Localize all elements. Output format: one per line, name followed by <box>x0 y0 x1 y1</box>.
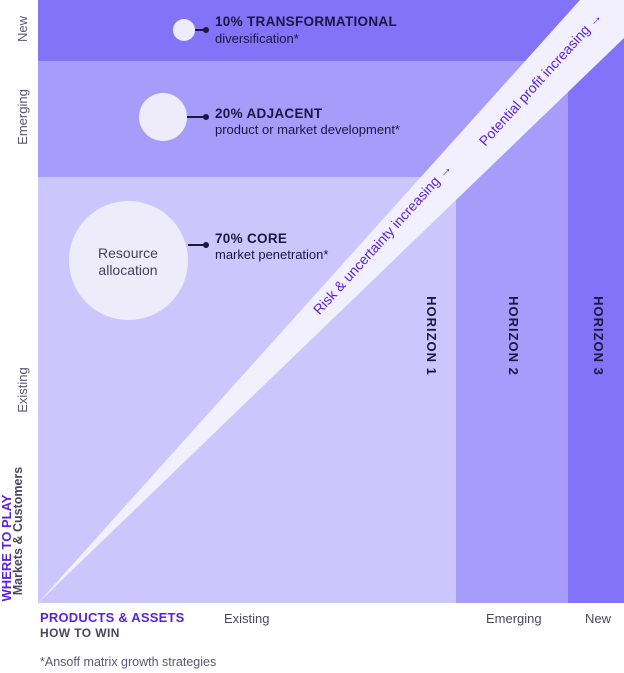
y-level-existing: Existing <box>15 367 30 413</box>
transformational-dot <box>203 27 209 33</box>
transformational-subtitle: diversification* <box>215 31 299 46</box>
transformational-connector <box>195 29 206 31</box>
beam-shape <box>38 0 624 603</box>
adjacent-title: 20% ADJACENT <box>215 106 323 121</box>
x-level-new: New <box>585 611 612 626</box>
x-axis-subtitle: HOW TO WIN <box>40 626 120 640</box>
adjacent-dot <box>203 114 209 120</box>
x-level-existing: Existing <box>224 611 270 626</box>
core-subtitle: market penetration* <box>215 247 329 262</box>
x-axis-title: PRODUCTS & ASSETS <box>40 610 185 625</box>
y-level-new: New <box>15 16 30 43</box>
y-level-emerging: Emerging <box>15 89 30 145</box>
adjacent-connector <box>187 116 206 118</box>
y-axis-subtitle: Markets & Customers <box>11 466 25 596</box>
core-dot <box>203 242 209 248</box>
resource-allocation-label: Resource allocation <box>98 245 158 278</box>
transformational-title: 10% TRANSFORMATIONAL <box>215 14 398 29</box>
footnote: *Ansoff matrix growth strategies <box>40 655 217 669</box>
core-title: 70% CORE <box>215 231 288 246</box>
core-connector <box>188 244 206 246</box>
adjacent-subtitle: product or market development* <box>215 122 400 137</box>
core-bubble <box>69 201 188 320</box>
horizon-3-label: HORIZON 3 <box>591 296 606 376</box>
horizon-1-label: HORIZON 1 <box>424 296 439 376</box>
x-level-emerging: Emerging <box>486 611 542 626</box>
transformational-bubble <box>173 19 195 41</box>
adjacent-bubble <box>139 93 187 141</box>
beam-label-profit: Potential profit increasing → <box>476 8 605 148</box>
horizon-2-label: HORIZON 2 <box>506 296 521 376</box>
